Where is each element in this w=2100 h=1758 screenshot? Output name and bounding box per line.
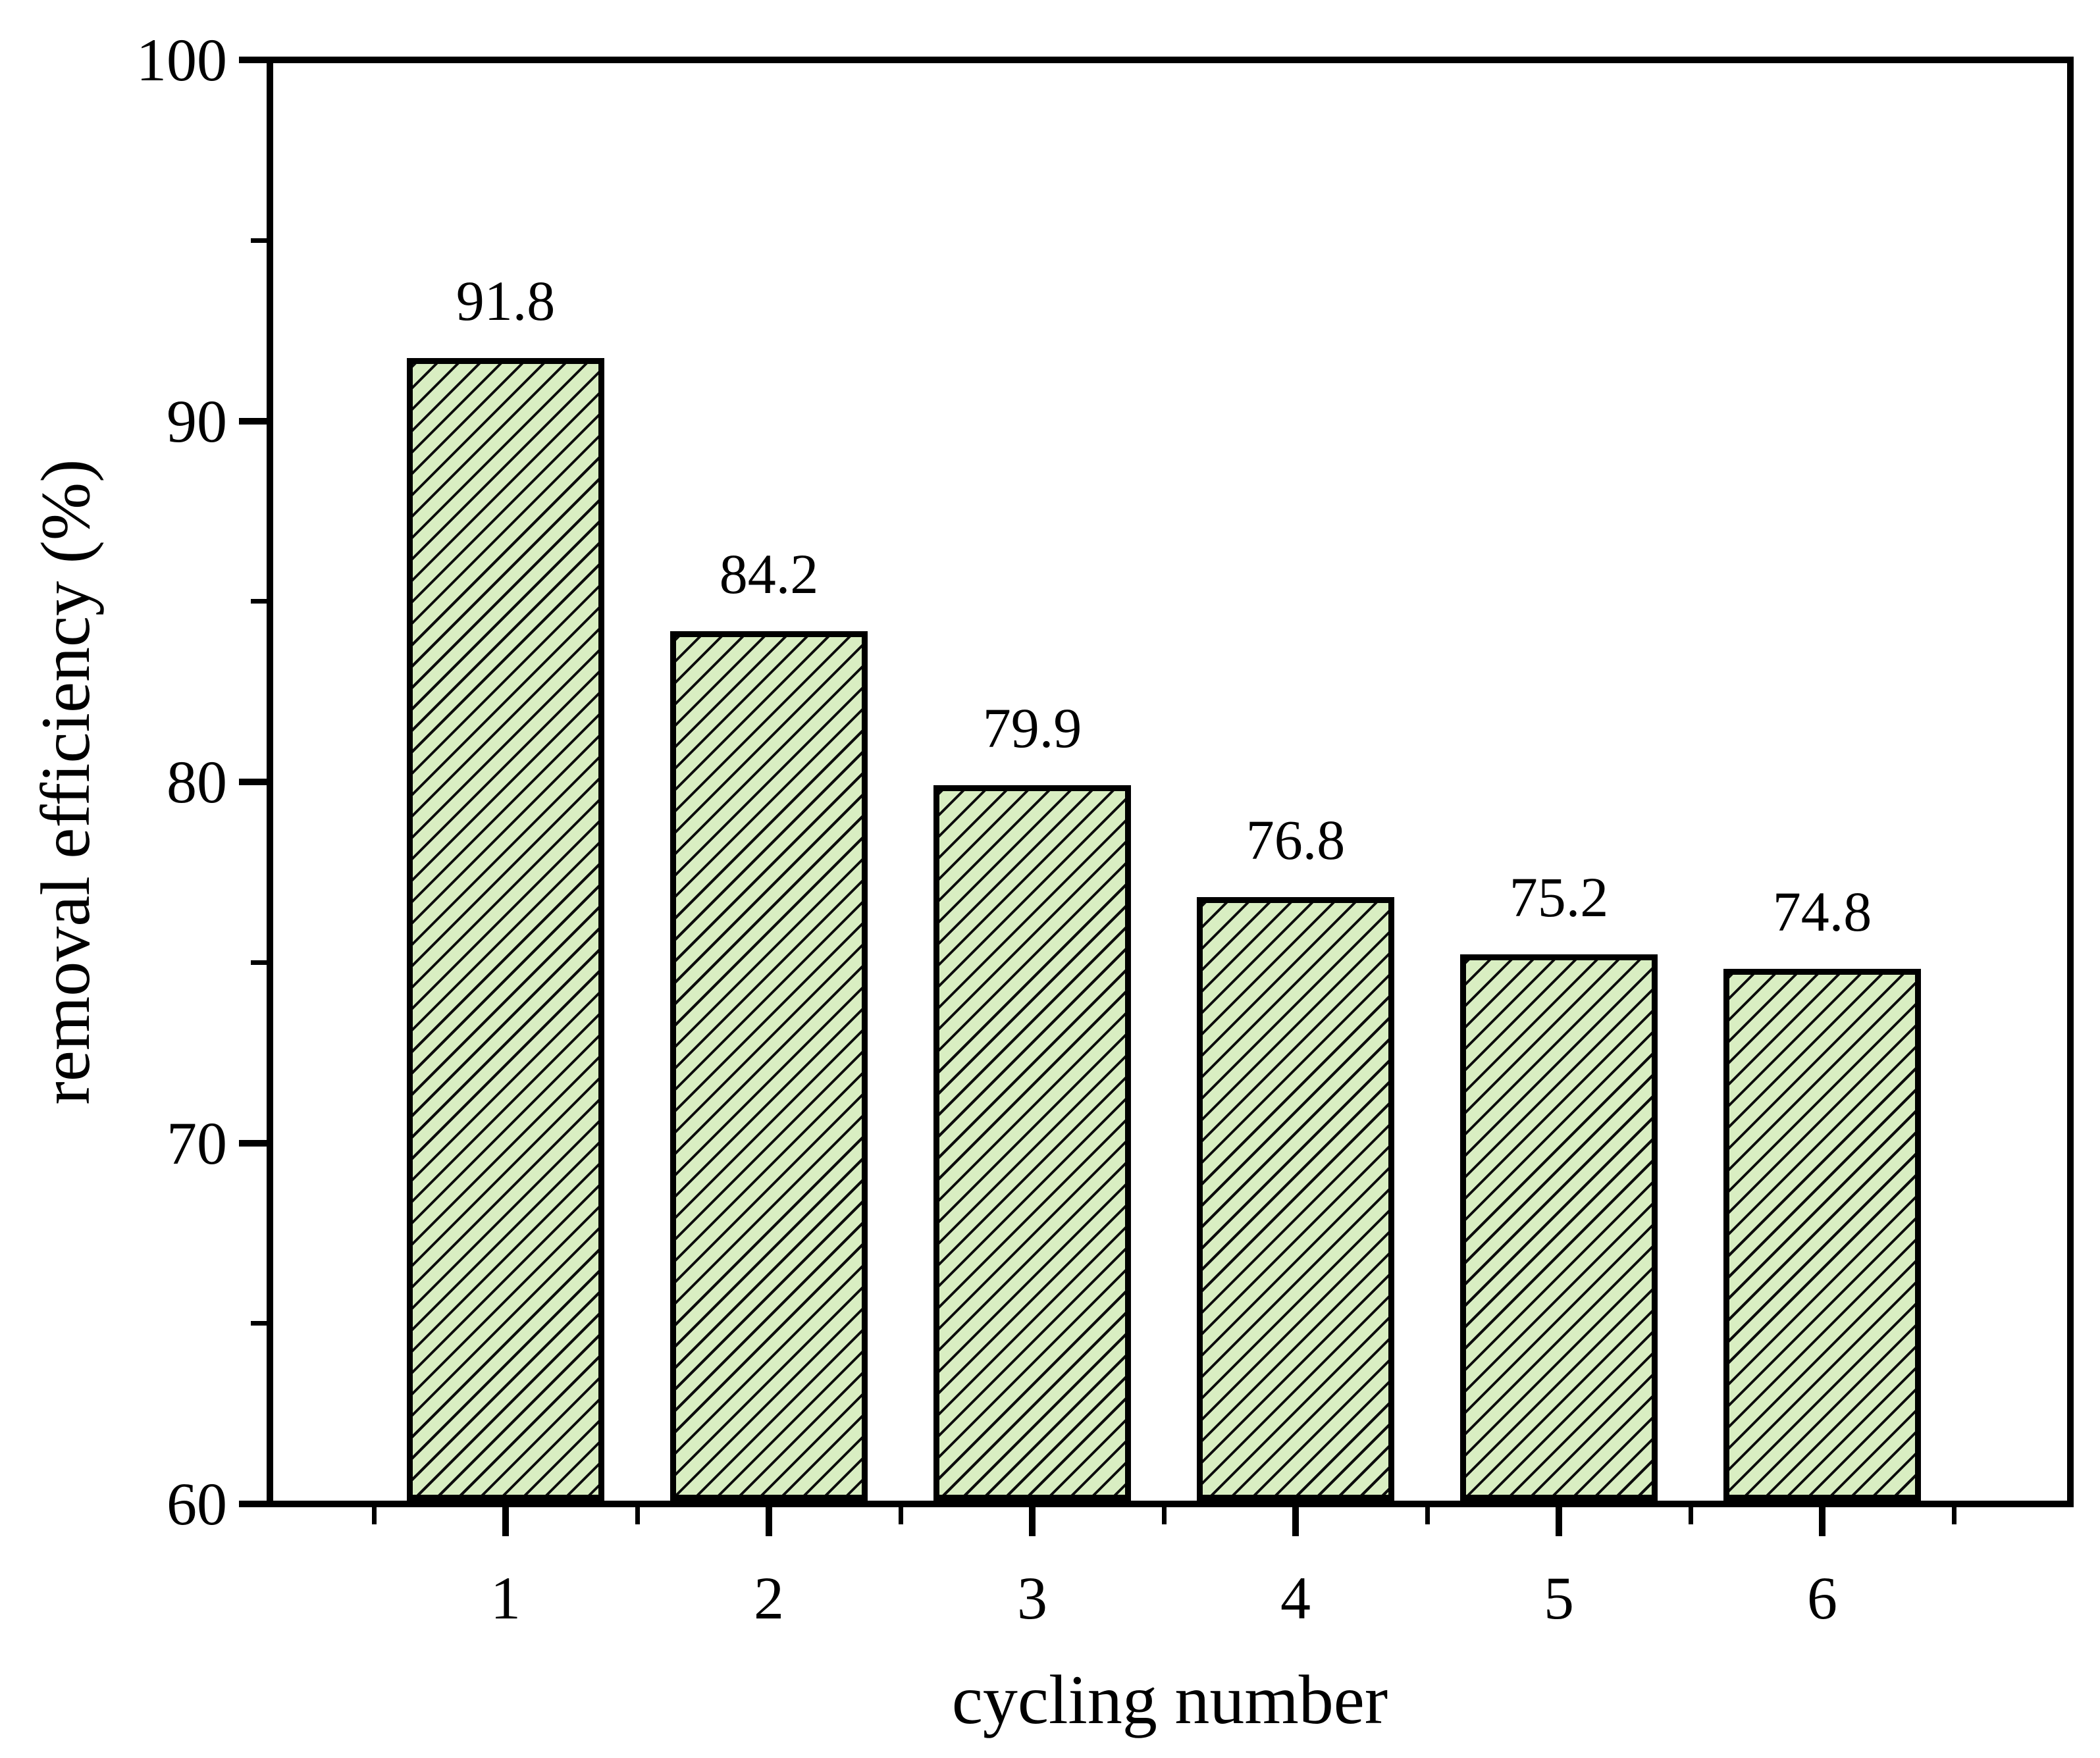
x-axis-title: cycling number: [951, 1661, 1388, 1738]
y-minor-tick: [251, 238, 267, 243]
x-tick-label-4: 4: [1280, 1564, 1311, 1632]
x-minor-tick: [1162, 1507, 1167, 1524]
y-major-tick: [239, 1140, 267, 1147]
x-minor-tick: [372, 1507, 377, 1524]
x-minor-tick: [1952, 1507, 1956, 1524]
x-major-tick: [1819, 1507, 1825, 1536]
x-major-tick: [1029, 1507, 1036, 1536]
bar-cycle-1: [407, 358, 604, 1501]
bar-value-label: 79.9: [982, 696, 1082, 760]
y-tick-label: 70: [167, 1110, 227, 1177]
x-minor-tick: [1689, 1507, 1693, 1524]
bar-cycle-4: [1197, 897, 1394, 1501]
bar-cycle-5: [1460, 954, 1658, 1501]
bar-value-label: 84.2: [719, 542, 819, 606]
y-tick-label: 80: [167, 748, 227, 815]
y-major-tick: [239, 1501, 267, 1507]
x-major-tick: [502, 1507, 509, 1536]
y-minor-tick: [251, 599, 267, 604]
bar-cycle-6: [1723, 969, 1921, 1501]
y-tick-label: 90: [167, 388, 227, 455]
x-minor-tick: [899, 1507, 903, 1524]
y-major-tick: [239, 418, 267, 425]
bar-value-label: 75.2: [1509, 866, 1609, 929]
bar-cycle-2: [670, 631, 868, 1501]
x-tick-label-5: 5: [1544, 1564, 1574, 1632]
bar-value-label: 74.8: [1772, 880, 1872, 943]
x-tick-label-1: 1: [490, 1564, 521, 1632]
y-major-tick: [239, 779, 267, 785]
x-tick-label-6: 6: [1807, 1564, 1837, 1632]
bar-value-label: 76.8: [1246, 808, 1346, 871]
y-major-tick: [239, 57, 267, 63]
bar-cycle-3: [933, 785, 1131, 1501]
x-major-tick: [1556, 1507, 1562, 1536]
y-tick-label: 60: [167, 1470, 227, 1538]
x-minor-tick: [1425, 1507, 1430, 1524]
x-major-tick: [1292, 1507, 1299, 1536]
x-tick-label-2: 2: [754, 1564, 784, 1632]
x-tick-label-3: 3: [1017, 1564, 1047, 1632]
y-minor-tick: [251, 1321, 267, 1326]
bar-value-label: 91.8: [456, 269, 556, 332]
y-minor-tick: [251, 960, 267, 965]
y-tick-label: 100: [136, 26, 227, 93]
x-minor-tick: [635, 1507, 640, 1524]
x-major-tick: [766, 1507, 772, 1536]
plot-area: 91.8 84.2 79.9 76.8 75.2 74.8: [267, 57, 2074, 1507]
